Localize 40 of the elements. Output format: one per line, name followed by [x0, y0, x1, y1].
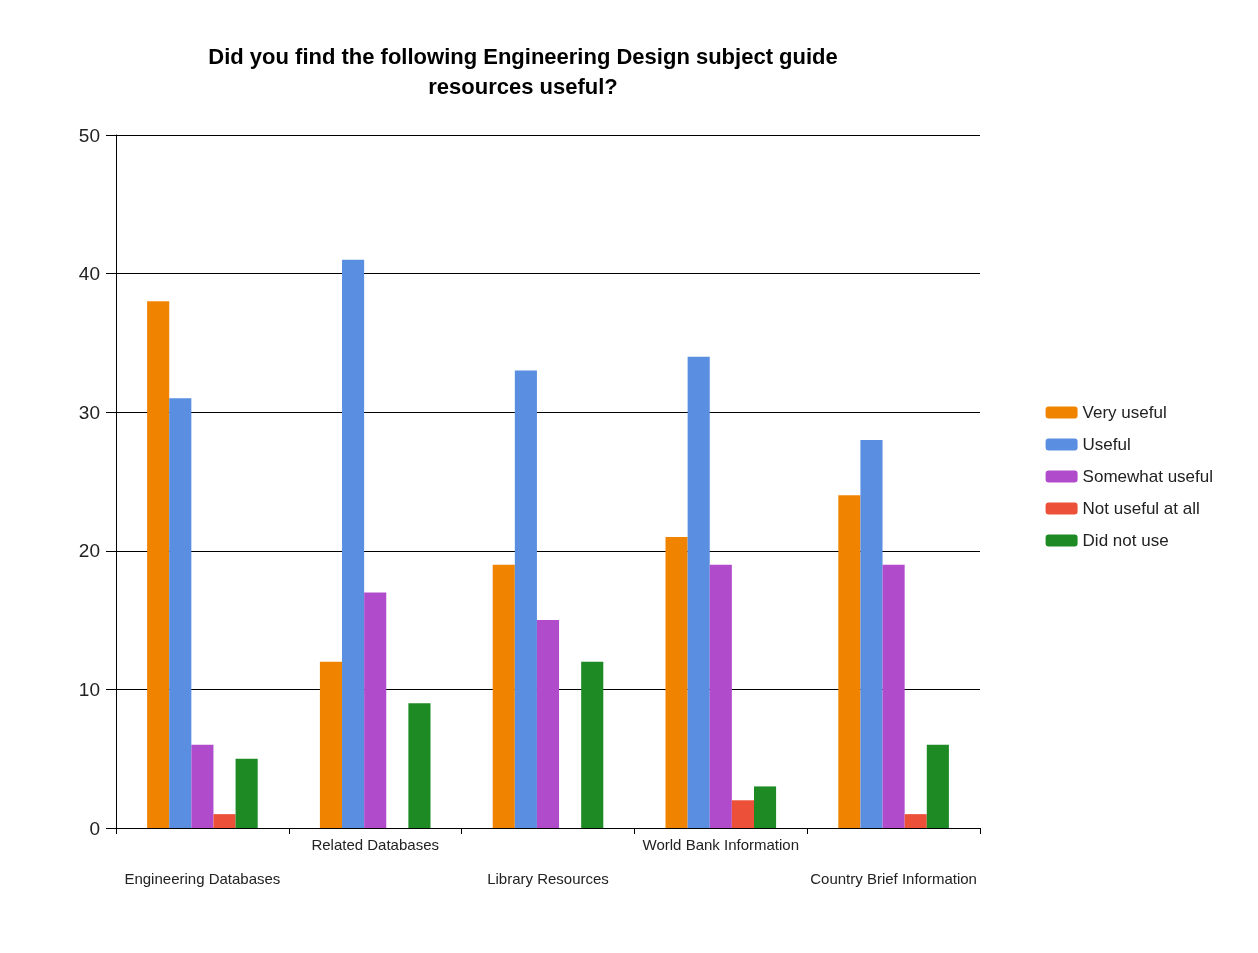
bar — [753, 786, 777, 828]
y-tick-label: 0 — [89, 817, 100, 839]
bar — [147, 301, 170, 828]
chart-title: Did you find the following Engineering Design subject guide resources useful? — [208, 43, 838, 99]
bar — [581, 661, 604, 828]
x-tick-label: Engineering Databases — [124, 870, 281, 887]
y-tick-label: 10 — [78, 678, 100, 700]
bar — [731, 800, 754, 828]
x-tick-label: Library Resources — [487, 870, 609, 887]
bar — [364, 592, 387, 828]
bar — [319, 661, 343, 828]
bar — [213, 814, 236, 828]
x-tick-label: Related Databases — [311, 836, 439, 853]
bar — [860, 439, 883, 828]
bar — [235, 758, 258, 828]
legend-label: Very useful — [1082, 403, 1167, 422]
bar — [904, 814, 927, 828]
bar — [838, 495, 861, 828]
legend-label: Somewhat useful — [1082, 467, 1213, 486]
legend-label: Not useful at all — [1082, 499, 1200, 518]
bar — [408, 703, 431, 828]
x-tick-label: Country Brief Information — [810, 870, 977, 887]
x-tick-label: World Bank Information — [642, 836, 800, 853]
y-tick-label: 30 — [78, 401, 100, 423]
bar — [514, 370, 537, 828]
y-tick-label: 50 — [78, 124, 100, 146]
bar — [536, 620, 560, 828]
legend-label: Did not use — [1082, 531, 1169, 550]
bar — [665, 536, 688, 828]
bar — [342, 259, 365, 828]
bar — [926, 744, 949, 828]
y-tick-label: 20 — [78, 540, 100, 562]
legend-label: Useful — [1082, 435, 1131, 454]
bar — [882, 564, 905, 828]
y-tick-label: 40 — [78, 263, 100, 285]
bar — [191, 744, 214, 828]
bar — [709, 564, 732, 828]
bar — [687, 356, 710, 828]
bar — [492, 564, 515, 828]
bar — [169, 398, 192, 828]
